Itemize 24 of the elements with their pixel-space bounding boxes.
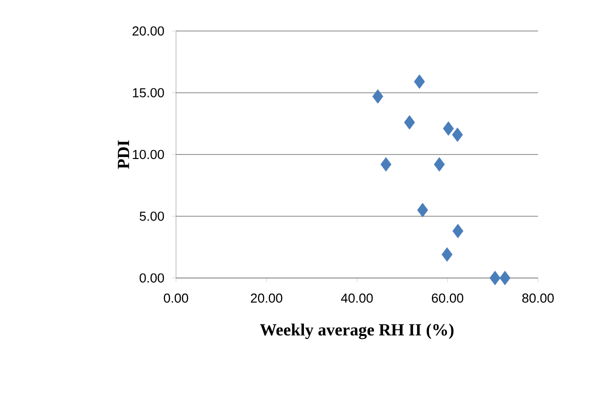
point	[490, 270, 500, 286]
point	[500, 270, 510, 286]
point	[442, 247, 452, 262]
x-tick-label: 20.00	[250, 294, 282, 303]
y-tick-label: 0.00	[140, 273, 164, 283]
y-axis-title: PDI	[118, 140, 130, 169]
x-tick-label: 60.00	[432, 294, 464, 303]
y-tick-label: 5.00	[140, 212, 164, 221]
y-tick-label: 20.00	[132, 26, 164, 36]
x-tick-label: 80.00	[522, 294, 554, 303]
point	[452, 224, 464, 238]
y-tick-label: 10.00	[132, 150, 164, 160]
x-tick-label: 0.00	[164, 294, 188, 303]
point	[372, 89, 384, 104]
x-tick-label: 40.00	[341, 294, 373, 303]
point	[414, 74, 425, 89]
point	[434, 157, 445, 172]
point	[380, 157, 392, 172]
y-tick-label: 15.00	[132, 88, 164, 98]
point	[452, 128, 463, 142]
point	[417, 202, 428, 218]
point	[442, 121, 454, 136]
point	[404, 115, 415, 130]
x-axis-title: Weekly average RH II (%)	[260, 324, 454, 340]
